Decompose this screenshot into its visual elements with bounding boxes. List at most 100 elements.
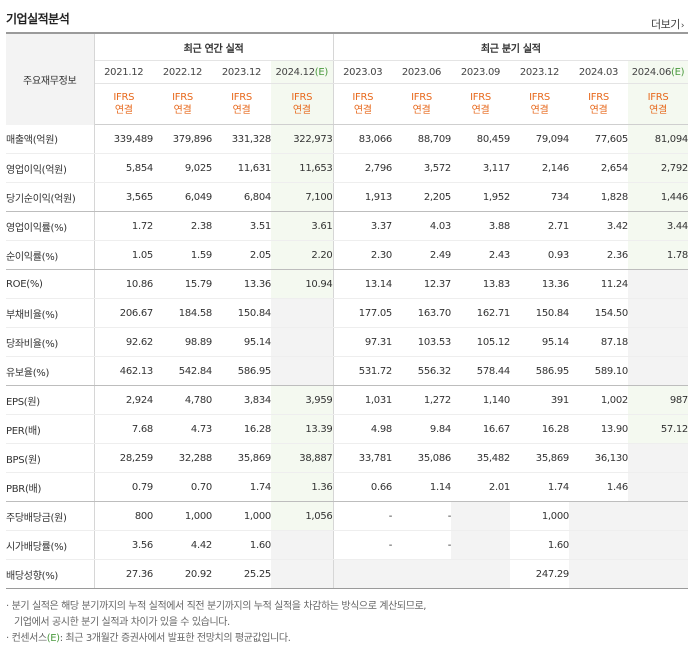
estimate-mark: (E) (671, 66, 685, 78)
footnote-2-prefix: 컨센서스 (11, 633, 48, 644)
value-cell: 3.42 (569, 211, 628, 241)
value-cell: 77,605 (569, 124, 628, 154)
table-row: PER(배) 7.68 4.73 16.28 13.39 4.98 9.84 16.67 16.… (6, 414, 688, 444)
value-cell: 10.94 (271, 269, 334, 299)
value-cell: 391 (510, 385, 569, 415)
ifrs-basis-header: IFRS 연결 (510, 83, 569, 125)
value-cell: 13.90 (569, 414, 628, 444)
ifrs-label: IFRS (172, 92, 193, 103)
value-cell: 1.60 (510, 530, 569, 560)
value-cell (628, 559, 688, 589)
value-cell: 2,146 (510, 153, 569, 183)
footnote-2-mark: (E) (46, 633, 60, 644)
value-cell: 3,565 (94, 182, 153, 212)
table-row: 시가배당률(%) 3.56 4.42 1.60- -1.60 (6, 530, 688, 560)
value-cell: 150.84 (510, 298, 569, 328)
value-cell: 4.42 (153, 530, 212, 560)
value-cell: 4.98 (333, 414, 392, 444)
footnote-2-text: : 최근 3개월간 증권사에서 발표한 전망치의 평균값입니다. (59, 633, 291, 644)
table-row: 매출액(억원) 339,489 379,896 331,328 322,973 83,06… (6, 124, 688, 154)
value-cell: 95.14 (510, 327, 569, 357)
value-cell: 0.70 (153, 472, 212, 502)
chevron-right-icon: › (680, 21, 685, 31)
value-cell: 379,896 (153, 124, 212, 154)
period-label: 2024.06 (631, 66, 672, 78)
table-row: 부채비율(%) 206.67 184.58 150.84 177.05 163.70 162… (6, 298, 688, 328)
basis-label: 연결 (114, 105, 133, 116)
period-header: 2024.06(E) (628, 60, 688, 84)
row-label: 배당성향(%) (6, 559, 95, 589)
value-cell (628, 472, 688, 502)
value-cell: 586.95 (212, 356, 271, 386)
row-label: 영업이익(억원) (6, 153, 95, 183)
value-cell: 11,653 (271, 153, 334, 183)
value-cell: 1.78 (628, 240, 688, 270)
value-cell: 88,709 (392, 124, 451, 154)
value-cell: 2,792 (628, 153, 688, 183)
value-cell: 1,140 (451, 385, 510, 415)
value-cell: - (392, 501, 451, 531)
period-label: 2021.12 (104, 66, 144, 78)
ifrs-label: IFRS (647, 92, 669, 103)
row-label: 부채비율(%) (6, 298, 95, 328)
period-label: 2024.03 (578, 66, 619, 78)
table-row: PBR(배) 0.79 0.70 1.74 1.36 0.66 1.14 2.01 1.74 1.… (6, 472, 688, 502)
ifrs-basis-header: IFRS 연결 (271, 83, 334, 125)
ifrs-basis-header: IFRS 연결 (392, 83, 451, 125)
value-cell: 3.61 (271, 211, 334, 241)
value-cell: 16.28 (510, 414, 569, 444)
value-cell: 98.89 (153, 327, 212, 357)
table-body: 매출액(억원) 339,489 379,896 331,328 322,973 83,06… (6, 124, 688, 589)
value-cell (628, 269, 688, 299)
value-cell: 150.84 (212, 298, 271, 328)
value-cell: 3,117 (451, 153, 510, 183)
value-cell (628, 501, 688, 531)
period-header: 2024.03 (569, 60, 628, 84)
value-cell: 586.95 (510, 356, 569, 386)
quarterly-group-header: 최근 분기 실적 (333, 32, 688, 61)
period-header: 2023.12 (212, 60, 271, 84)
annual-group-header: 최근 연간 실적 (94, 32, 334, 61)
footnote-1-text: 분기 실적은 해당 분기까지의 누적 실적에서 직전 분기까지의 누적 실적을 … (11, 601, 427, 612)
section-header: 기업실적분석 더보기› (6, 6, 688, 32)
financial-summary-table: 주요재무정보 최근 연간 실적 최근 분기 실적 2021.12 2022.12 2… (6, 32, 688, 589)
footnotes: · 분기 실적은 해당 분기까지의 누적 실적에서 직전 분기까지의 누적 실적… (6, 599, 688, 647)
value-cell: 184.58 (153, 298, 212, 328)
period-header: 2023.06 (392, 60, 451, 84)
value-cell (628, 530, 688, 560)
value-cell: 5,854 (94, 153, 153, 183)
value-cell: - (333, 501, 392, 531)
more-link[interactable]: 더보기› (651, 16, 685, 32)
row-label: 영업이익률(%) (6, 211, 95, 241)
value-cell: 27.36 (94, 559, 153, 589)
value-cell: 35,869 (212, 443, 271, 473)
value-cell: 35,086 (392, 443, 451, 473)
row-label: 순이익률(%) (6, 240, 95, 270)
value-cell: 6,804 (212, 182, 271, 212)
value-cell: - (392, 530, 451, 560)
value-cell: 2.71 (510, 211, 569, 241)
row-label: 유보율(%) (6, 356, 95, 386)
value-cell: 1,446 (628, 182, 688, 212)
value-cell (392, 559, 451, 589)
value-cell: 9,025 (153, 153, 212, 183)
row-label: 당좌비율(%) (6, 327, 95, 357)
value-cell: 13.39 (271, 414, 334, 444)
value-cell: 578.44 (451, 356, 510, 386)
value-cell: 154.50 (569, 298, 628, 328)
value-cell (628, 298, 688, 328)
table-row: ROE(%) 10.86 15.79 13.36 10.94 13.14 12.37 13.8… (6, 269, 688, 299)
value-cell: 35,482 (451, 443, 510, 473)
basis-label: 연결 (353, 105, 372, 116)
value-cell: 15.79 (153, 269, 212, 299)
ifrs-label: IFRS (113, 92, 135, 103)
ifrs-basis-header: IFRS 연결 (333, 83, 392, 125)
value-cell (271, 327, 334, 357)
value-cell: 2.30 (333, 240, 392, 270)
value-cell: 7.68 (94, 414, 153, 444)
value-cell: 13.14 (333, 269, 392, 299)
value-cell: 3,959 (271, 385, 334, 415)
ifrs-basis-header: IFRS 연결 (153, 83, 212, 125)
basis-label: 연결 (173, 105, 192, 116)
value-cell: 11.24 (569, 269, 628, 299)
